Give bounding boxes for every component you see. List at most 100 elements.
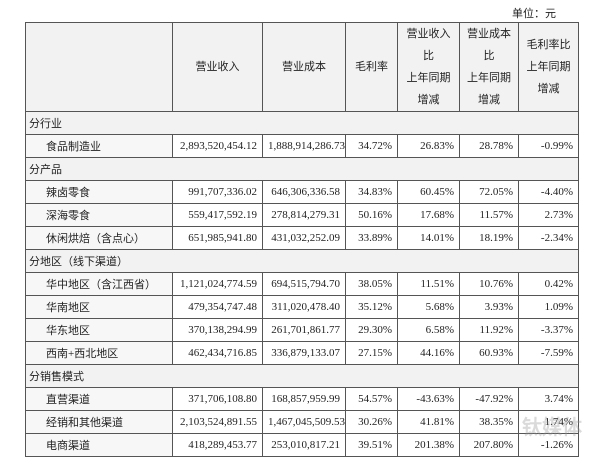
cell: 35.12% bbox=[345, 295, 398, 319]
header-cell: 营业收入比 上年同期 增减 bbox=[397, 22, 460, 112]
section-title: 分行业 bbox=[25, 111, 579, 135]
cell: 27.15% bbox=[345, 341, 398, 365]
row-name: 休闲烘焙（含点心） bbox=[25, 226, 173, 250]
cell: 50.16% bbox=[345, 203, 398, 227]
cell: 559,417,592.19 bbox=[172, 203, 263, 227]
cell: 2.73% bbox=[518, 203, 579, 227]
cell: 11.92% bbox=[459, 318, 519, 342]
cell: 311,020,478.40 bbox=[262, 295, 346, 319]
cell: 651,985,941.80 bbox=[172, 226, 263, 250]
cell: 38.05% bbox=[345, 272, 398, 296]
table: 营业收入 营业成本 毛利率 营业收入比 上年同期 增减 营业成本比 上年同期 增减 毛利率比 上年同… bbox=[25, 22, 579, 457]
section-title: 分地区（线下渠道） bbox=[25, 249, 579, 273]
row-name: 华南地区 bbox=[25, 295, 173, 319]
data-row: 休闲烘焙（含点心） 651,985,941.80 431,032,252.09 33.… bbox=[25, 226, 579, 250]
header-cell: 毛利率比上年同期增减 bbox=[518, 22, 579, 112]
cell: 336,879,133.07 bbox=[262, 341, 346, 365]
cell: 1.74% bbox=[518, 410, 579, 434]
cell: 261,701,861.77 bbox=[262, 318, 346, 342]
cell: 39.51% bbox=[345, 433, 398, 457]
cell: 11.51% bbox=[397, 272, 460, 296]
cell: 17.68% bbox=[397, 203, 460, 227]
cell: 34.83% bbox=[345, 180, 398, 204]
data-row: 电商渠道 418,289,453.77 253,010,817.21 39.51% 20… bbox=[25, 433, 579, 457]
data-row: 华南地区 479,354,747.48 311,020,478.40 35.12% 5.… bbox=[25, 295, 579, 319]
row-name: 华中地区（含江西省） bbox=[25, 272, 173, 296]
header-cell: 营业成本比上年同期增减 bbox=[459, 22, 519, 112]
cell: -0.99% bbox=[518, 134, 579, 158]
header-line: 营业成本比 bbox=[467, 28, 511, 62]
cell: 371,706,108.80 bbox=[172, 387, 263, 411]
data-row: 经销和其他渠道 2,103,524,891.55 1,467,045,509.53 3… bbox=[25, 410, 579, 434]
cell: 2,103,524,891.55 bbox=[172, 410, 263, 434]
cell: 6.58% bbox=[397, 318, 460, 342]
cell: 1,467,045,509.53 bbox=[262, 410, 346, 434]
data-row: 华中地区（含江西省） 1,121,024,774.59 694,515,794.70… bbox=[25, 272, 579, 296]
cell: 418,289,453.77 bbox=[172, 433, 263, 457]
cell: 14.01% bbox=[397, 226, 460, 250]
cell: 3.74% bbox=[518, 387, 579, 411]
header-line: 营业收入比 bbox=[406, 28, 451, 62]
cell: 207.80% bbox=[459, 433, 519, 457]
row-name: 食品制造业 bbox=[25, 134, 173, 158]
row-name: 深海零食 bbox=[25, 203, 173, 227]
cell: 168,857,959.99 bbox=[262, 387, 346, 411]
cell: 0.42% bbox=[518, 272, 579, 296]
cell: 370,138,294.99 bbox=[172, 318, 263, 342]
cell: 278,814,279.31 bbox=[262, 203, 346, 227]
cell: 10.76% bbox=[459, 272, 519, 296]
row-name: 华东地区 bbox=[25, 318, 173, 342]
cell: 1.09% bbox=[518, 295, 579, 319]
unit-label: 单位：元 bbox=[512, 8, 556, 20]
section-row: 分行业 bbox=[25, 111, 579, 135]
data-row: 辣卤零食 991,707,336.02 646,306,336.58 34.83% 60… bbox=[25, 180, 579, 204]
cell: 253,010,817.21 bbox=[262, 433, 346, 457]
header-cell bbox=[25, 22, 173, 112]
header-line: 毛利率比 bbox=[526, 39, 571, 51]
cell: 3.93% bbox=[459, 295, 519, 319]
cell: 2,893,520,454.12 bbox=[172, 134, 263, 158]
row-name: 经销和其他渠道 bbox=[25, 410, 173, 434]
header-cell: 营业收入 bbox=[172, 22, 263, 112]
data-row: 华东地区 370,138,294.99 261,701,861.77 29.30% 6.… bbox=[25, 318, 579, 342]
cell: 201.38% bbox=[397, 433, 460, 457]
cell: 33.89% bbox=[345, 226, 398, 250]
header-line: 上年同期 bbox=[467, 72, 511, 84]
header-line: 增减 bbox=[478, 94, 500, 106]
header-line: 上年同期 bbox=[526, 61, 571, 73]
cell: 1,888,914,286.73 bbox=[262, 134, 346, 158]
cell: 18.19% bbox=[459, 226, 519, 250]
cell: 646,306,336.58 bbox=[262, 180, 346, 204]
cell: 29.30% bbox=[345, 318, 398, 342]
cell: -4.40% bbox=[518, 180, 579, 204]
cell: 30.26% bbox=[345, 410, 398, 434]
cell: 38.35% bbox=[459, 410, 519, 434]
cell: 28.78% bbox=[459, 134, 519, 158]
row-name: 西南+西北地区 bbox=[25, 341, 173, 365]
cell: -3.37% bbox=[518, 318, 579, 342]
cell: 462,434,716.85 bbox=[172, 341, 263, 365]
cell: 44.16% bbox=[397, 341, 460, 365]
row-name: 电商渠道 bbox=[25, 433, 173, 457]
data-row: 食品制造业 2,893,520,454.12 1,888,914,286.73 34.… bbox=[25, 134, 579, 158]
cell: 60.93% bbox=[459, 341, 519, 365]
cell: -2.34% bbox=[518, 226, 579, 250]
row-name: 辣卤零食 bbox=[25, 180, 173, 204]
header-line: 增减 bbox=[537, 83, 560, 95]
cell: 34.72% bbox=[345, 134, 398, 158]
header-row: 营业收入 营业成本 毛利率 营业收入比 上年同期 增减 营业成本比 上年同期 增减 毛利率比 上年同… bbox=[25, 22, 579, 112]
cell: 26.83% bbox=[397, 134, 460, 158]
section-title: 分销售模式 bbox=[25, 364, 579, 388]
data-row: 西南+西北地区 462,434,716.85 336,879,133.07 27.15… bbox=[25, 341, 579, 365]
cell: 991,707,336.02 bbox=[172, 180, 263, 204]
header-line: 上年同期 bbox=[406, 72, 451, 84]
cell: 72.05% bbox=[459, 180, 519, 204]
cell: -43.63% bbox=[397, 387, 460, 411]
section-row: 分销售模式 bbox=[25, 364, 579, 388]
row-name: 直营渠道 bbox=[25, 387, 173, 411]
cell: 431,032,252.09 bbox=[262, 226, 346, 250]
cell: 11.57% bbox=[459, 203, 519, 227]
header-cell: 毛利率 bbox=[345, 22, 398, 112]
page: 单位：元 营业收入 营业成本 毛利率 营业收入比 上年同期 增减 营业成本比 上年同期 增减 毛利… bbox=[25, 8, 582, 457]
cell: 5.68% bbox=[397, 295, 460, 319]
